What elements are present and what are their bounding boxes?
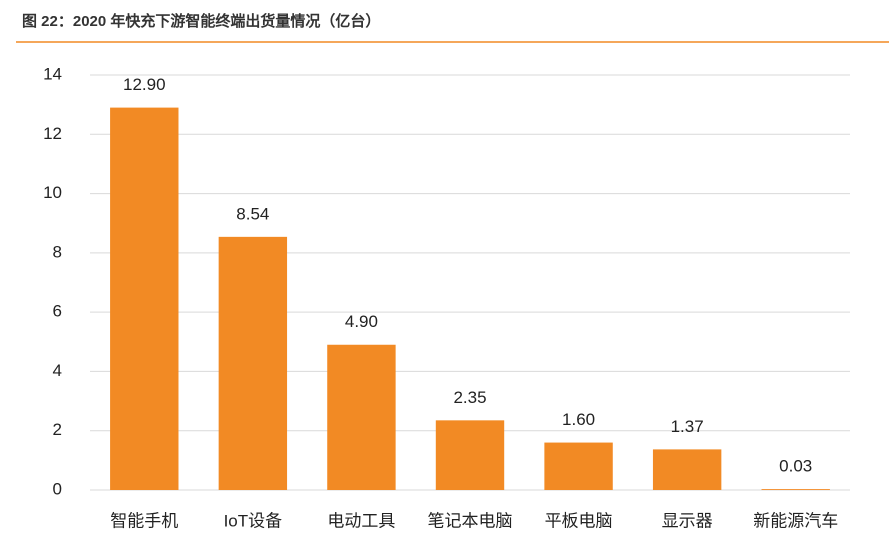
bar	[652, 449, 722, 490]
y-tick-label: 0	[53, 479, 62, 498]
data-label: 1.60	[562, 410, 595, 429]
bar	[110, 107, 179, 490]
y-tick-label: 8	[53, 242, 62, 261]
data-label: 1.37	[671, 417, 704, 436]
y-tick-label: 6	[53, 302, 62, 321]
x-tick-label: 新能源汽车	[753, 511, 838, 530]
data-label: 2.35	[453, 388, 486, 407]
y-tick-label: 12	[43, 124, 62, 143]
x-tick-label: 显示器	[662, 511, 713, 530]
x-tick-label: 智能手机	[110, 511, 178, 530]
x-tick-label: 平板电脑	[545, 511, 613, 530]
bar	[761, 489, 830, 490]
y-tick-label: 4	[53, 361, 62, 380]
chart-title: 图 22：2020 年快充下游智能终端出货量情况（亿台）	[22, 12, 380, 30]
y-tick-label: 2	[53, 420, 62, 439]
data-label: 8.54	[236, 204, 269, 223]
data-label: 0.03	[779, 457, 812, 476]
bar	[544, 442, 613, 490]
bar	[327, 344, 396, 490]
x-tick-label: IoT设备	[224, 511, 283, 530]
y-tick-label: 14	[43, 64, 62, 83]
bar	[218, 236, 288, 490]
bar	[435, 420, 505, 490]
data-label: 12.90	[123, 75, 166, 94]
x-tick-label: 笔记本电脑	[428, 511, 513, 530]
x-tick-label: 电动工具	[327, 511, 395, 530]
y-tick-label: 10	[43, 183, 62, 202]
data-label: 4.90	[345, 312, 378, 331]
